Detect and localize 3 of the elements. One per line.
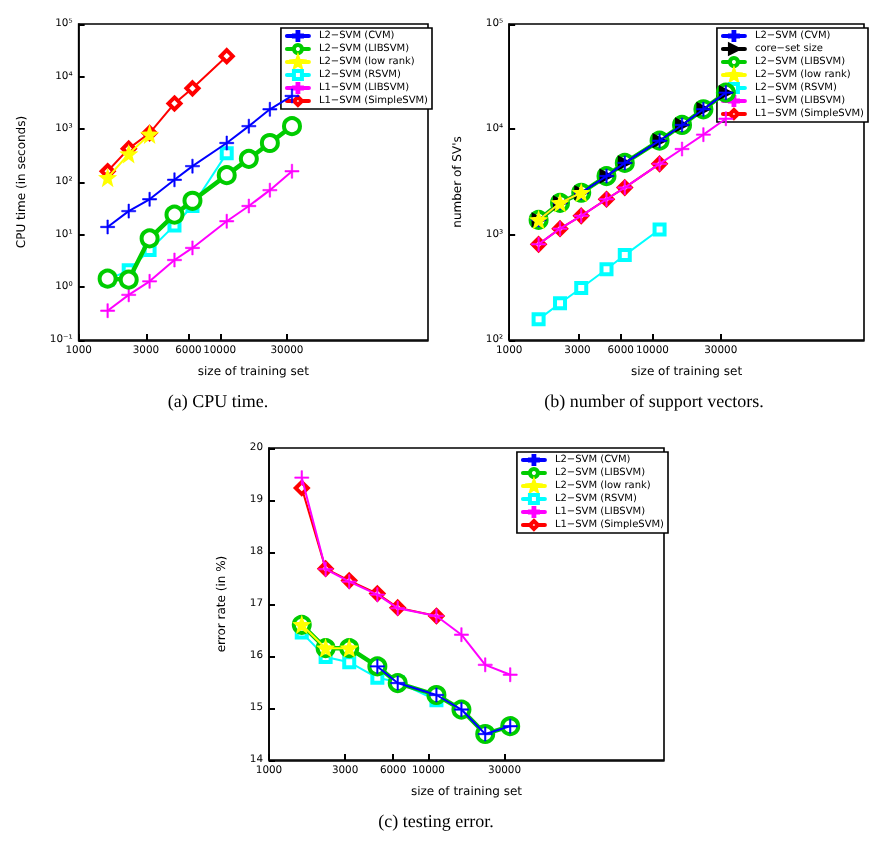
text: (c) testing error. <box>378 811 494 831</box>
text: (a) CPU time. <box>167 391 269 411</box>
text: (b) number of support vectors. <box>544 391 764 411</box>
